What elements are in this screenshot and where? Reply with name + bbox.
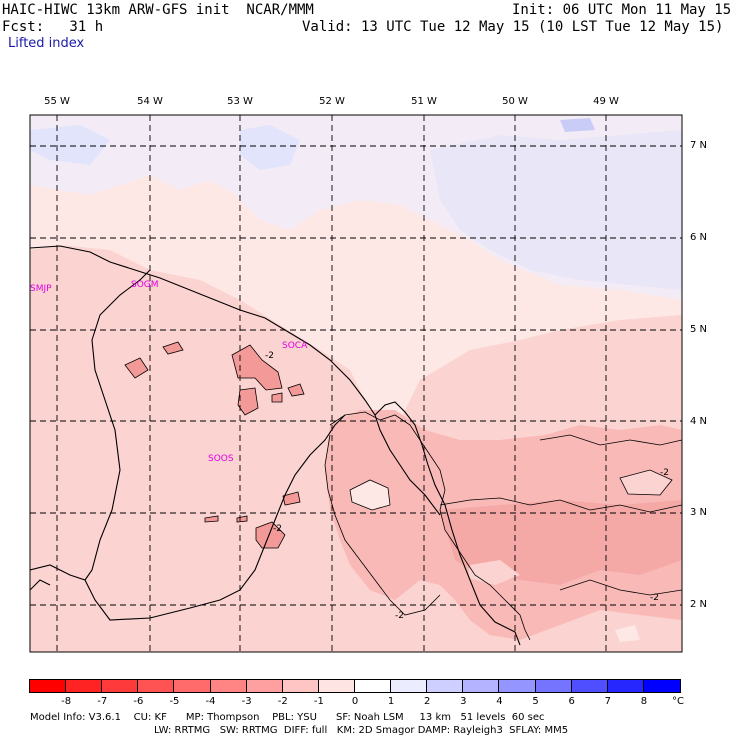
contour-line-coast xyxy=(324,434,441,616)
colorbar-tick-label: 4 xyxy=(496,696,503,707)
colorbar-tick-label: -6 xyxy=(133,696,144,707)
colorbar-swatch xyxy=(426,679,465,693)
colorbar-swatch xyxy=(65,679,104,693)
contour-patch-9 xyxy=(204,515,219,523)
colorbar-swatch xyxy=(642,679,682,693)
contour-label: -2 xyxy=(650,593,659,603)
colorbar-tick-label: -3 xyxy=(241,696,252,707)
colorbar-tick-label: 3 xyxy=(460,696,467,707)
forecast-hour: Fcst: 31 h xyxy=(2,19,104,35)
valid-time: Valid: 13 UTC Tue 12 May 15 (10 LST Tue … xyxy=(302,19,724,35)
pale-coast-area xyxy=(340,340,420,380)
colorbar-tick-label: -2 xyxy=(277,696,288,707)
colorbar-swatch xyxy=(462,679,501,693)
pale-hole-2 xyxy=(619,469,673,496)
colorbar-tick-label: -5 xyxy=(169,696,180,707)
init-time: Init: 06 UTC Mon 11 May 15 xyxy=(512,2,732,18)
blue-patch-1 xyxy=(240,125,300,170)
colorbar-tick-label: 5 xyxy=(532,696,539,707)
lon-label-55w: 55 W xyxy=(44,96,70,107)
lon-label-53w: 53 W xyxy=(227,96,253,107)
map-frame xyxy=(29,114,683,653)
contour-patch-5 xyxy=(287,383,305,397)
colorbar-tick-label: 6 xyxy=(568,696,575,707)
footer-physics: LW: RRTMG SW: RRTMG DIFF: full KM: 2D Sm… xyxy=(154,725,569,736)
colorbar-swatch xyxy=(317,679,357,693)
station-soca: SOCA xyxy=(282,341,308,351)
contour-patch-2 xyxy=(162,341,184,355)
colorbar-swatch xyxy=(29,679,68,693)
contour-line-south xyxy=(559,579,682,596)
lon-label-52w: 52 W xyxy=(319,96,345,107)
blue-patch-2 xyxy=(30,125,110,165)
contour-patch-3 xyxy=(231,344,283,391)
model-title: HAIC-HIWC 13km ARW-GFS init NCAR/MMM xyxy=(2,2,314,18)
colorbar-tick-label: 0 xyxy=(351,696,359,707)
lon-label-51w: 51 W xyxy=(411,96,437,107)
colorbar-swatch xyxy=(101,679,140,693)
field-name: Lifted index xyxy=(8,36,85,51)
colorbar-swatch xyxy=(606,679,646,693)
contour-patch-4 xyxy=(237,387,259,416)
colorbar-swatch xyxy=(354,679,393,693)
colorbar-swatch xyxy=(281,679,321,693)
colorbar-unit: °C xyxy=(672,696,684,707)
contour-label: -2 xyxy=(395,611,404,621)
station-smjp: SMJP xyxy=(30,284,52,294)
lon-label-50w: 50 W xyxy=(502,96,528,107)
contour-line-north xyxy=(539,434,682,446)
lat-label-3n: 3 N xyxy=(690,507,708,518)
colorbar-tick-label: -8 xyxy=(61,696,72,707)
border-suriname-brazil xyxy=(30,414,346,621)
pale-blue-region xyxy=(430,130,682,290)
pale-hole-1 xyxy=(349,479,391,511)
footer-model-info: Model Info: V3.6.1 CU: KF MP: Thompson P… xyxy=(30,712,545,723)
contour-label: -2 xyxy=(660,468,669,478)
colorbar-swatch xyxy=(498,679,538,693)
blue-patch-3 xyxy=(560,118,595,132)
colorbar-tick-label: -1 xyxy=(313,696,324,707)
station-sogm: SOGM xyxy=(131,280,159,290)
contour-patch-10 xyxy=(236,515,248,523)
colorbar-swatch xyxy=(209,679,249,693)
lat-label-5n: 5 N xyxy=(690,324,708,335)
colorbar-tick-label: 2 xyxy=(424,696,431,707)
lat-label-6n: 6 N xyxy=(690,232,708,243)
contour-label: -2 xyxy=(265,351,274,361)
pale-hole-4 xyxy=(615,625,640,642)
border-fg-inner xyxy=(374,414,441,516)
colorbar-swatch xyxy=(390,679,429,693)
colorbar-swatch xyxy=(245,679,285,693)
colorbar-swatch xyxy=(173,679,213,693)
contour-patch-7 xyxy=(282,491,301,506)
lon-label-54w: 54 W xyxy=(137,96,163,107)
lat-label-7n: 7 N xyxy=(690,140,708,151)
border-sw xyxy=(30,579,51,591)
contour-line-3n xyxy=(439,497,682,513)
lat-label-2n: 2 N xyxy=(690,599,708,610)
colorbar-tick-label: 8 xyxy=(640,696,648,707)
colorbar-tick-label: 7 xyxy=(604,696,611,707)
border-suriname-guyana xyxy=(84,269,151,581)
colorbar-swatch xyxy=(534,679,574,693)
colorbar-tick-label: -7 xyxy=(97,696,108,707)
colorbar-swatch xyxy=(137,679,176,693)
contour-label: -2 xyxy=(273,524,282,534)
colorbar-tick-label: 1 xyxy=(387,696,395,707)
contour-patch-6 xyxy=(271,392,283,403)
contour-patch-8 xyxy=(255,521,286,549)
contour-patch-1 xyxy=(124,357,149,379)
lat-label-4n: 4 N xyxy=(690,416,708,427)
lon-label-49w: 49 W xyxy=(593,96,619,107)
colorbar-swatch xyxy=(570,679,610,693)
colorbar-tick-label: -4 xyxy=(205,696,216,707)
station-soos: SOOS xyxy=(208,454,234,464)
